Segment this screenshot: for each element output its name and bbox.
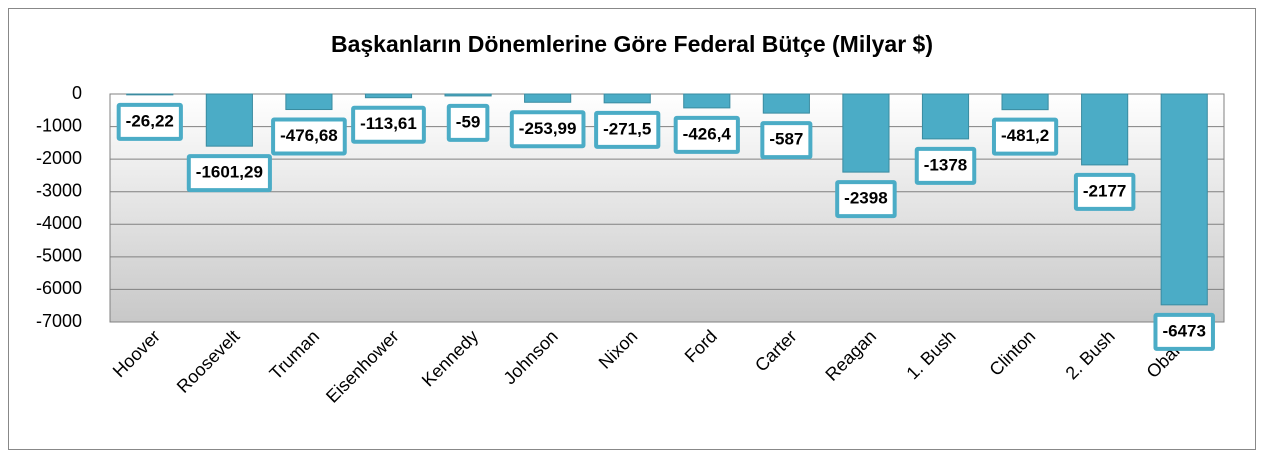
- data-label: -476,68: [280, 126, 338, 145]
- bar: [921, 93, 970, 140]
- bar: [1081, 93, 1129, 166]
- data-label-box: [446, 103, 490, 142]
- bar: [762, 93, 810, 114]
- data-label-box: [835, 180, 897, 219]
- bar: [1001, 93, 1049, 111]
- data-label-box: [186, 154, 272, 193]
- bar: [364, 93, 413, 99]
- data-label: -481,2: [1001, 126, 1049, 145]
- bar: [842, 93, 890, 173]
- data-label-box: [914, 146, 977, 185]
- y-tick-label: -6000: [36, 278, 82, 298]
- data-label-box: [509, 110, 586, 149]
- data-label: -2177: [1083, 181, 1126, 200]
- bar: [1160, 93, 1208, 306]
- data-label: -1378: [924, 155, 967, 174]
- data-label-box: [673, 115, 740, 154]
- data-label-box: [116, 102, 183, 141]
- data-label: -426,4: [683, 124, 732, 143]
- data-label-box: [1153, 312, 1215, 351]
- y-tick-label: -4000: [36, 213, 82, 233]
- data-label-box: [1073, 172, 1136, 211]
- data-label: -26,22: [126, 111, 174, 130]
- y-tick-label: -2000: [36, 148, 82, 168]
- data-label: -271,5: [603, 119, 651, 138]
- data-label: -253,99: [519, 119, 577, 138]
- bar: [126, 93, 174, 96]
- bar: [444, 93, 492, 97]
- data-label: -587: [769, 130, 803, 149]
- data-label: -113,61: [360, 114, 417, 133]
- bar: [205, 93, 253, 147]
- y-tick-label: 0: [72, 83, 82, 103]
- y-tick-label: -1000: [36, 115, 82, 135]
- data-label: -6473: [1162, 321, 1205, 340]
- y-tick-label: -3000: [36, 180, 82, 200]
- data-label-box: [351, 105, 426, 144]
- data-label-box: [594, 110, 661, 149]
- data-label-box: [271, 117, 347, 156]
- chart-title: Başkanların Dönemlerine Göre Federal Büt…: [331, 31, 933, 57]
- y-tick-label: -5000: [36, 246, 82, 266]
- data-label: -59: [456, 112, 481, 131]
- data-label-box: [991, 117, 1059, 156]
- data-label: -2398: [844, 189, 887, 208]
- bar: [603, 93, 651, 104]
- bar: [524, 93, 572, 103]
- y-tick-label: -7000: [36, 311, 82, 331]
- data-label-box: [760, 121, 813, 160]
- data-label: -1601,29: [196, 163, 263, 182]
- bar: [683, 93, 731, 109]
- bar: [285, 93, 333, 111]
